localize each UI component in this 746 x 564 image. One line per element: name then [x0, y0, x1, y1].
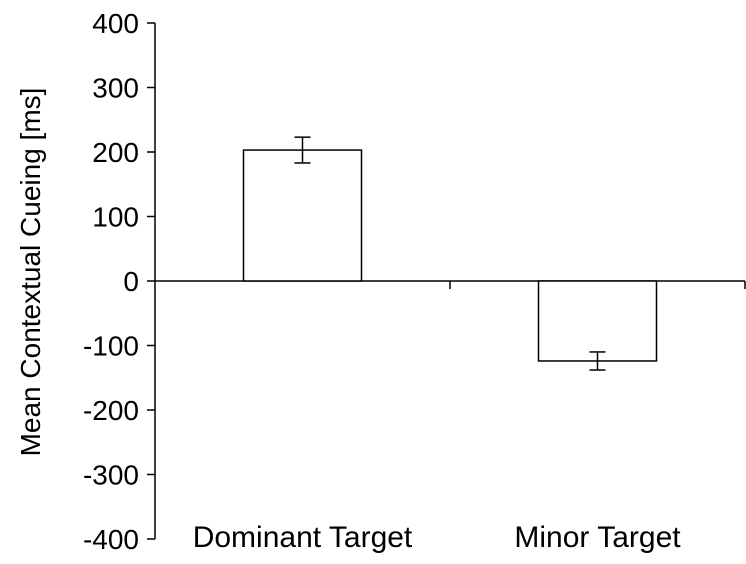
y-tick-label: -200: [83, 395, 139, 426]
bar: [242, 149, 363, 282]
y-tick-label: -300: [83, 460, 139, 491]
bar: [537, 280, 658, 362]
y-tick-label: -400: [83, 524, 139, 555]
y-tick-label: 0: [123, 266, 139, 297]
x-category-label: Dominant Target: [193, 521, 413, 554]
x-category-label: Minor Target: [514, 521, 681, 554]
y-axis: 400 300 200 100 0 -100 -200 -300 -400: [83, 8, 156, 555]
y-axis-title: Mean Contextual Cueing [ms]: [15, 88, 46, 457]
y-tick-label: -100: [83, 331, 139, 362]
y-tick-label: 200: [92, 137, 139, 168]
y-tick-label: 400: [92, 8, 139, 39]
y-tick-label: 100: [92, 202, 139, 233]
y-tick-label: 300: [92, 73, 139, 104]
category-labels: Dominant Target Minor Target: [193, 521, 682, 554]
bars: [242, 136, 658, 371]
